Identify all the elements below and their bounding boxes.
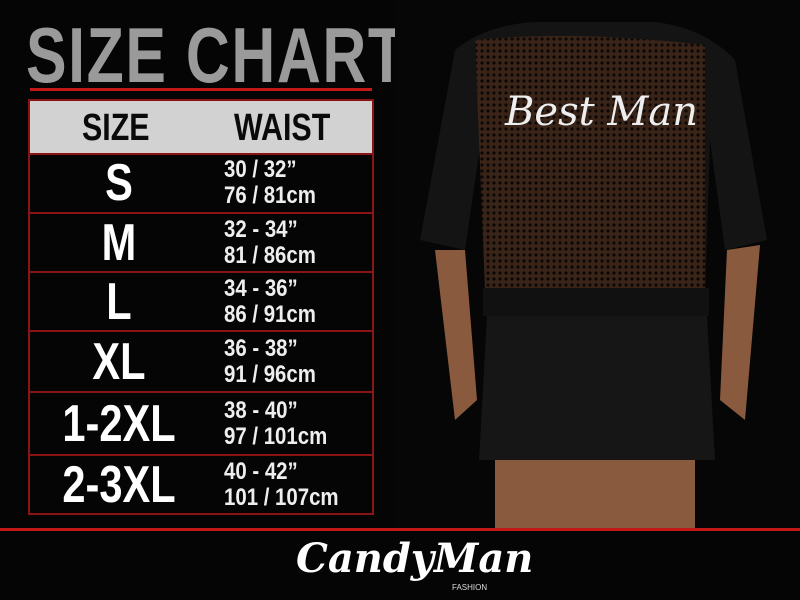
waist-cm: 86 / 91cm	[224, 300, 316, 328]
title-divider	[30, 88, 372, 91]
robe-text: Best Man	[504, 89, 698, 135]
header-size: SIZE	[82, 107, 150, 149]
waist-cm: 101 / 107cm	[224, 484, 339, 511]
waist-inches: 34 - 36”	[224, 274, 298, 302]
waist-value: 40 - 42” 101 / 107cm	[224, 459, 339, 511]
table-row: M 32 - 34” 81 / 86cm	[30, 214, 372, 273]
brand-subtitle: FASHION	[452, 583, 488, 592]
table-header: SIZE WAIST	[30, 101, 372, 155]
waist-cm: 81 / 86cm	[224, 241, 316, 269]
waist-inches: 32 - 34”	[224, 215, 298, 243]
product-photo: Best Man	[395, 0, 800, 528]
page-title: SIZE CHART	[26, 11, 407, 99]
table-row: XL 36 - 38” 91 / 96cm	[30, 332, 372, 393]
footer-divider	[0, 528, 800, 531]
size-label: S	[105, 153, 133, 212]
waist-cm: 91 / 96cm	[224, 360, 316, 388]
waist-inches: 40 - 42”	[224, 458, 298, 485]
waist-value: 34 - 36” 86 / 91cm	[224, 274, 316, 328]
size-label: 1-2XL	[62, 394, 176, 453]
table-row: 2-3XL 40 - 42” 101 / 107cm	[30, 456, 372, 514]
size-label: M	[101, 213, 137, 272]
waist-value: 30 / 32” 76 / 81cm	[224, 155, 316, 209]
waist-value: 36 - 38” 91 / 96cm	[224, 334, 316, 388]
waist-value: 38 - 40” 97 / 101cm	[224, 396, 328, 450]
waist-inches: 38 - 40”	[224, 396, 298, 424]
table-row: L 34 - 36” 86 / 91cm	[30, 273, 372, 332]
waist-inches: 36 - 38”	[224, 334, 298, 362]
size-label: L	[106, 272, 132, 331]
waist-inches: 30 / 32”	[224, 155, 297, 183]
waist-cm: 76 / 81cm	[224, 181, 316, 209]
brand-logo: CandyMan	[296, 535, 534, 582]
table-row: S 30 / 32” 76 / 81cm	[30, 153, 372, 214]
header-waist: WAIST	[234, 107, 331, 149]
waist-value: 32 - 34” 81 / 86cm	[224, 215, 316, 269]
table-row: 1-2XL 38 - 40” 97 / 101cm	[30, 393, 372, 456]
waist-cm: 97 / 101cm	[224, 422, 328, 450]
size-table: SIZE WAIST S 30 / 32” 76 / 81cm M 32 - 34”…	[28, 99, 374, 515]
size-label: XL	[92, 332, 146, 391]
size-label: 2-3XL	[62, 456, 176, 514]
